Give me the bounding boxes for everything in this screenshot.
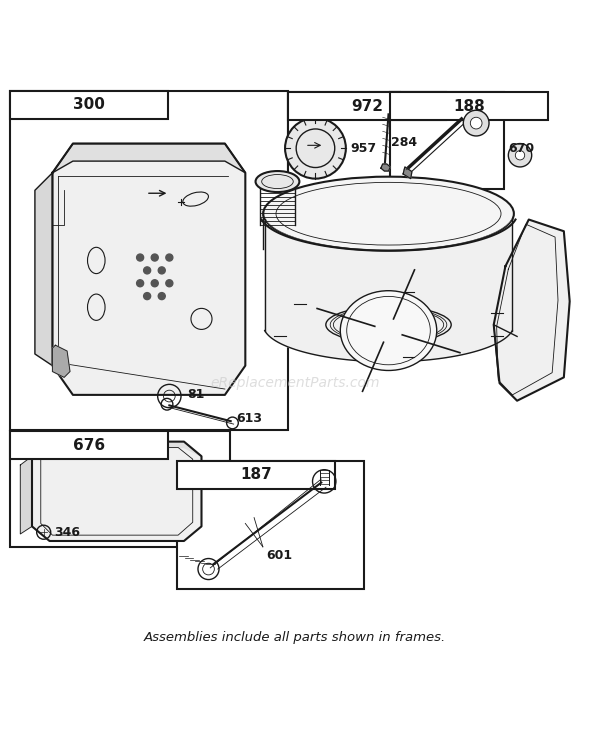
Text: 284: 284 [391,136,418,149]
Bar [10,431,230,547]
Circle shape [158,293,165,299]
Text: 188: 188 [453,99,485,114]
Circle shape [151,280,158,287]
Circle shape [151,254,158,261]
Text: 300: 300 [73,97,104,112]
Text: 972: 972 [351,99,383,114]
Text: Assemblies include all parts shown in frames.: Assemblies include all parts shown in fr… [144,631,446,644]
Polygon shape [381,164,390,171]
Bar [10,91,288,430]
Bar [390,92,548,120]
Polygon shape [53,143,245,395]
Ellipse shape [340,291,437,371]
Circle shape [470,117,482,129]
Circle shape [137,254,143,261]
Bar [10,91,168,119]
Bar [390,92,504,189]
Circle shape [285,118,346,178]
Polygon shape [32,441,202,456]
Ellipse shape [255,171,299,192]
Polygon shape [35,173,53,366]
Ellipse shape [263,177,514,250]
Polygon shape [265,219,512,362]
Circle shape [143,293,150,299]
Text: 81: 81 [187,389,204,401]
Circle shape [143,267,150,274]
Polygon shape [32,441,202,541]
Bar [288,92,446,120]
Text: 957: 957 [350,142,376,155]
Text: 613: 613 [237,412,263,425]
Bar [177,461,364,589]
Polygon shape [53,345,70,377]
Text: 346: 346 [54,526,80,539]
Polygon shape [494,219,570,400]
Polygon shape [403,167,412,178]
Circle shape [166,280,173,287]
Bar [177,461,335,489]
Circle shape [166,254,173,261]
Bar [288,92,400,189]
Text: eReplacementParts.com: eReplacementParts.com [210,376,380,390]
Text: 601: 601 [266,549,292,562]
Circle shape [137,280,143,287]
Text: 676: 676 [73,438,105,452]
Polygon shape [53,143,245,173]
Circle shape [158,267,165,274]
Circle shape [509,143,532,167]
Text: 670: 670 [509,142,535,155]
Bar [10,431,168,459]
Circle shape [515,151,525,160]
Text: 187: 187 [240,467,272,482]
Polygon shape [20,456,32,534]
Circle shape [463,110,489,136]
